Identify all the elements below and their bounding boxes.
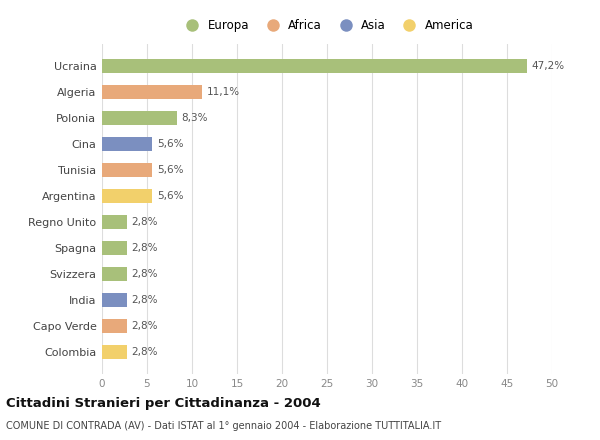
Text: 2,8%: 2,8%: [132, 269, 158, 279]
Bar: [102, 85, 202, 99]
Text: COMUNE DI CONTRADA (AV) - Dati ISTAT al 1° gennaio 2004 - Elaborazione TUTTITALI: COMUNE DI CONTRADA (AV) - Dati ISTAT al …: [6, 421, 441, 431]
Bar: [102, 59, 527, 73]
Bar: [102, 215, 127, 229]
Bar: [102, 137, 152, 151]
Text: 2,8%: 2,8%: [132, 347, 158, 357]
Text: 2,8%: 2,8%: [132, 295, 158, 305]
Text: 5,6%: 5,6%: [157, 165, 184, 175]
Bar: [102, 293, 127, 307]
Text: Cittadini Stranieri per Cittadinanza - 2004: Cittadini Stranieri per Cittadinanza - 2…: [6, 397, 321, 410]
Bar: [102, 345, 127, 359]
Text: 2,8%: 2,8%: [132, 217, 158, 227]
Text: 2,8%: 2,8%: [132, 321, 158, 331]
Bar: [102, 267, 127, 281]
Legend: Europa, Africa, Asia, America: Europa, Africa, Asia, America: [178, 17, 476, 35]
Bar: [102, 111, 177, 125]
Text: 11,1%: 11,1%: [206, 87, 239, 97]
Bar: [102, 319, 127, 333]
Bar: [102, 189, 152, 203]
Bar: [102, 163, 152, 177]
Text: 8,3%: 8,3%: [181, 113, 208, 123]
Text: 47,2%: 47,2%: [532, 61, 565, 71]
Text: 2,8%: 2,8%: [132, 243, 158, 253]
Text: 5,6%: 5,6%: [157, 139, 184, 149]
Text: 5,6%: 5,6%: [157, 191, 184, 201]
Bar: [102, 241, 127, 255]
